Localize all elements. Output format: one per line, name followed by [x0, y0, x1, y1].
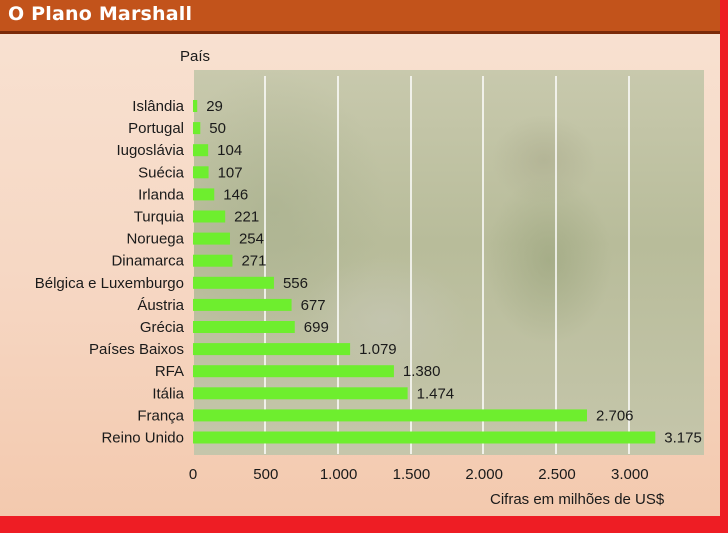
bar	[193, 210, 226, 223]
category-label: Bélgica e Luxemburgo	[35, 275, 184, 292]
bar	[193, 100, 198, 112]
gridline	[264, 76, 266, 454]
category-label: Grécia	[140, 319, 185, 336]
value-label: 1.079	[359, 341, 397, 358]
bar	[193, 254, 233, 267]
category-label: RFA	[155, 363, 184, 380]
category-label: Islândia	[132, 98, 184, 115]
y-axis-label: País	[180, 48, 210, 65]
chart-title: O Plano Marshall	[8, 3, 193, 25]
value-label: 29	[206, 98, 223, 115]
chart-frame: O Plano Marshall Islândia 29 Portugal 50 Iug…	[0, 0, 720, 516]
category-label: Iugoslávia	[116, 142, 184, 159]
category-label: Noruega	[126, 231, 184, 248]
value-label: 1.474	[417, 385, 455, 402]
x-tick-label: 2.000	[465, 466, 503, 483]
category-label: Suécia	[138, 164, 185, 181]
value-label: 271	[241, 253, 266, 270]
category-label: França	[137, 407, 184, 424]
bar	[193, 276, 274, 289]
value-label: 107	[218, 164, 243, 181]
x-axis-label: Cifras em milhões de US$	[490, 491, 665, 508]
bar	[193, 409, 587, 422]
gridline	[482, 76, 484, 454]
x-tick-label: 500	[253, 466, 278, 483]
title-underline	[0, 31, 720, 34]
category-label: Portugal	[128, 120, 184, 137]
value-label: 221	[234, 209, 259, 226]
bar	[193, 232, 230, 245]
gridline	[555, 76, 557, 454]
value-label: 146	[223, 186, 248, 203]
x-tick-label: 0	[189, 466, 197, 483]
category-label: Países Baixos	[89, 341, 184, 358]
x-tick-label: 1.000	[320, 466, 358, 483]
bar	[193, 431, 656, 444]
x-tick-label: 3.000	[611, 466, 649, 483]
category-label: Dinamarca	[111, 253, 184, 270]
title-bar: O Plano Marshall	[0, 0, 720, 31]
x-tick-label: 2.500	[538, 466, 576, 483]
category-label: Turquia	[134, 209, 185, 226]
category-label: Itália	[152, 385, 184, 402]
category-label: Irlanda	[138, 186, 185, 203]
bar	[193, 188, 215, 201]
category-label: Reino Unido	[101, 430, 184, 447]
category-label: Áustria	[137, 297, 184, 314]
value-label: 254	[239, 231, 264, 248]
bar	[193, 321, 295, 333]
value-label: 2.706	[596, 407, 634, 424]
bar	[193, 343, 351, 356]
value-label: 104	[217, 142, 242, 159]
value-label: 556	[283, 275, 308, 292]
value-label: 677	[301, 297, 326, 314]
bar	[193, 387, 408, 400]
bar-chart: Islândia 29 Portugal 50 Iugoslávia 104 Suécia 1…	[35, 48, 702, 508]
value-label: 3.175	[664, 430, 702, 447]
x-tick-label: 1.500	[393, 466, 431, 483]
value-label: 50	[209, 120, 226, 137]
bar	[193, 365, 394, 378]
gridline	[628, 76, 630, 454]
gridline	[410, 76, 412, 454]
bar	[193, 298, 292, 311]
bar	[193, 144, 209, 157]
bar	[193, 166, 209, 179]
value-label: 699	[304, 319, 329, 336]
value-label: 1.380	[403, 363, 441, 380]
bar	[193, 122, 201, 135]
gridline	[337, 76, 339, 454]
